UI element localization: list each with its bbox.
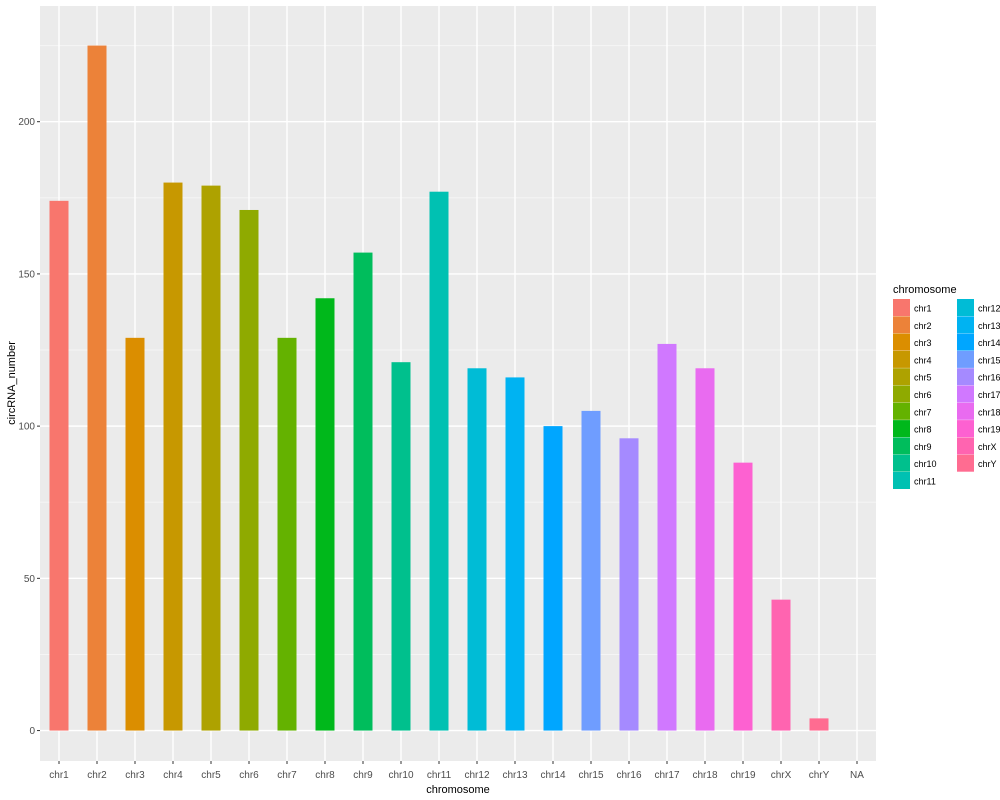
x-tick-label: chr15 (578, 770, 603, 781)
legend-label: chr3 (914, 338, 932, 348)
legend-label: chr1 (914, 304, 932, 314)
legend-label: chr19 (978, 425, 1000, 435)
x-tick-label: chr2 (87, 770, 107, 781)
bar-chr5 (201, 185, 221, 731)
legend-key (893, 316, 910, 334)
x-tick-label: chr13 (502, 770, 527, 781)
bar-chr4 (163, 182, 183, 731)
y-tick-label: 100 (18, 422, 35, 433)
bar-chr17 (657, 343, 677, 731)
legend-label: chr6 (914, 390, 932, 400)
bar-chrX (771, 599, 791, 731)
legend-label: chrY (978, 459, 997, 469)
legend-label: chr12 (978, 304, 1000, 314)
legend-key (957, 368, 974, 386)
legend-label: chr13 (978, 321, 1000, 331)
x-tick-label: chrX (771, 770, 792, 781)
legend-label: chr8 (914, 425, 932, 435)
legend-key (893, 350, 910, 368)
legend-key (893, 299, 910, 316)
legend-key (893, 402, 910, 420)
legend-label: chr18 (978, 407, 1000, 417)
legend-key (957, 454, 974, 472)
legend-label: chr9 (914, 442, 932, 452)
bar-chr18 (695, 368, 715, 731)
legend-label: chr10 (914, 459, 937, 469)
legend-label: chr5 (914, 373, 932, 383)
x-tick-label: chr6 (239, 770, 259, 781)
y-tick-label: 50 (24, 574, 36, 585)
legend-key (893, 437, 910, 455)
x-tick-label: chr4 (163, 770, 183, 781)
bar-chr15 (581, 410, 601, 731)
bar-chr14 (543, 426, 563, 731)
x-tick-label: NA (850, 770, 864, 781)
x-tick-label: chr10 (388, 770, 413, 781)
legend-title: chromosome (893, 284, 957, 296)
x-tick-label: chr8 (315, 770, 335, 781)
x-axis-title: chromosome (426, 784, 490, 796)
bar-chr13 (505, 377, 525, 731)
legend-label: chr14 (978, 338, 1000, 348)
legend-label: chrX (978, 442, 997, 452)
legend-key (957, 385, 974, 403)
legend-label: chr2 (914, 321, 932, 331)
bar-chr16 (619, 438, 639, 731)
x-tick-label: chr14 (540, 770, 565, 781)
bar-chr1 (49, 200, 69, 731)
y-axis-title: circRNA_number (6, 341, 18, 425)
bar-chr11 (429, 191, 449, 731)
legend-key (893, 385, 910, 403)
bar-chr9 (353, 252, 373, 731)
x-tick-label: chr19 (730, 770, 755, 781)
legend-key (893, 472, 910, 489)
legend-key (893, 333, 910, 351)
legend-key (893, 420, 910, 438)
x-tick-label: chr5 (201, 770, 221, 781)
legend-key (957, 437, 974, 455)
legend-key (957, 333, 974, 351)
y-tick-label: 0 (29, 726, 35, 737)
bar-chr6 (239, 209, 259, 731)
legend-key (957, 402, 974, 420)
x-tick-label: chrY (809, 770, 830, 781)
x-tick-label: chr9 (353, 770, 373, 781)
legend-key (957, 316, 974, 334)
legend-key (893, 368, 910, 386)
x-tick-label: chr1 (49, 770, 69, 781)
legend-label: chr4 (914, 355, 932, 365)
legend: chromosome chr1 chr2 chr3 chr4 chr5 chr6 chr7 c… (893, 284, 1000, 489)
bar-chrY (809, 718, 829, 731)
x-tick-label: chr11 (427, 770, 452, 781)
legend-key (893, 454, 910, 472)
bar-chr8 (315, 298, 335, 731)
bars (49, 45, 829, 731)
bar-chr3 (125, 337, 145, 731)
y-tick-label: 150 (18, 269, 35, 280)
legend-label: chr16 (978, 373, 1000, 383)
x-tick-label: chr7 (277, 770, 297, 781)
legend-key (957, 420, 974, 438)
x-tick-label: chr12 (464, 770, 489, 781)
bar-chr12 (467, 368, 487, 731)
x-tick-label: chr18 (692, 770, 717, 781)
legend-key (957, 299, 974, 316)
legend-label: chr11 (914, 477, 936, 487)
y-tick-label: 200 (18, 117, 35, 128)
x-tick-label: chr17 (654, 770, 679, 781)
legend-label: chr15 (978, 355, 1000, 365)
bar-chr19 (733, 462, 753, 731)
x-tick-label: chr16 (616, 770, 641, 781)
x-axis-ticks: chr1 chr2 chr3 chr4 chr5 chr6 chr7 chr8 chr9 chr1… (49, 761, 864, 781)
bar-chr7 (277, 337, 297, 731)
legend-label: chr17 (978, 390, 1000, 400)
x-tick-label: chr3 (125, 770, 145, 781)
bar-chr2 (87, 45, 107, 731)
legend-label: chr7 (914, 407, 932, 417)
bar-chr10 (391, 362, 411, 731)
legend-key (957, 350, 974, 368)
y-axis-ticks: 0 50 100 150 200 (18, 117, 40, 737)
